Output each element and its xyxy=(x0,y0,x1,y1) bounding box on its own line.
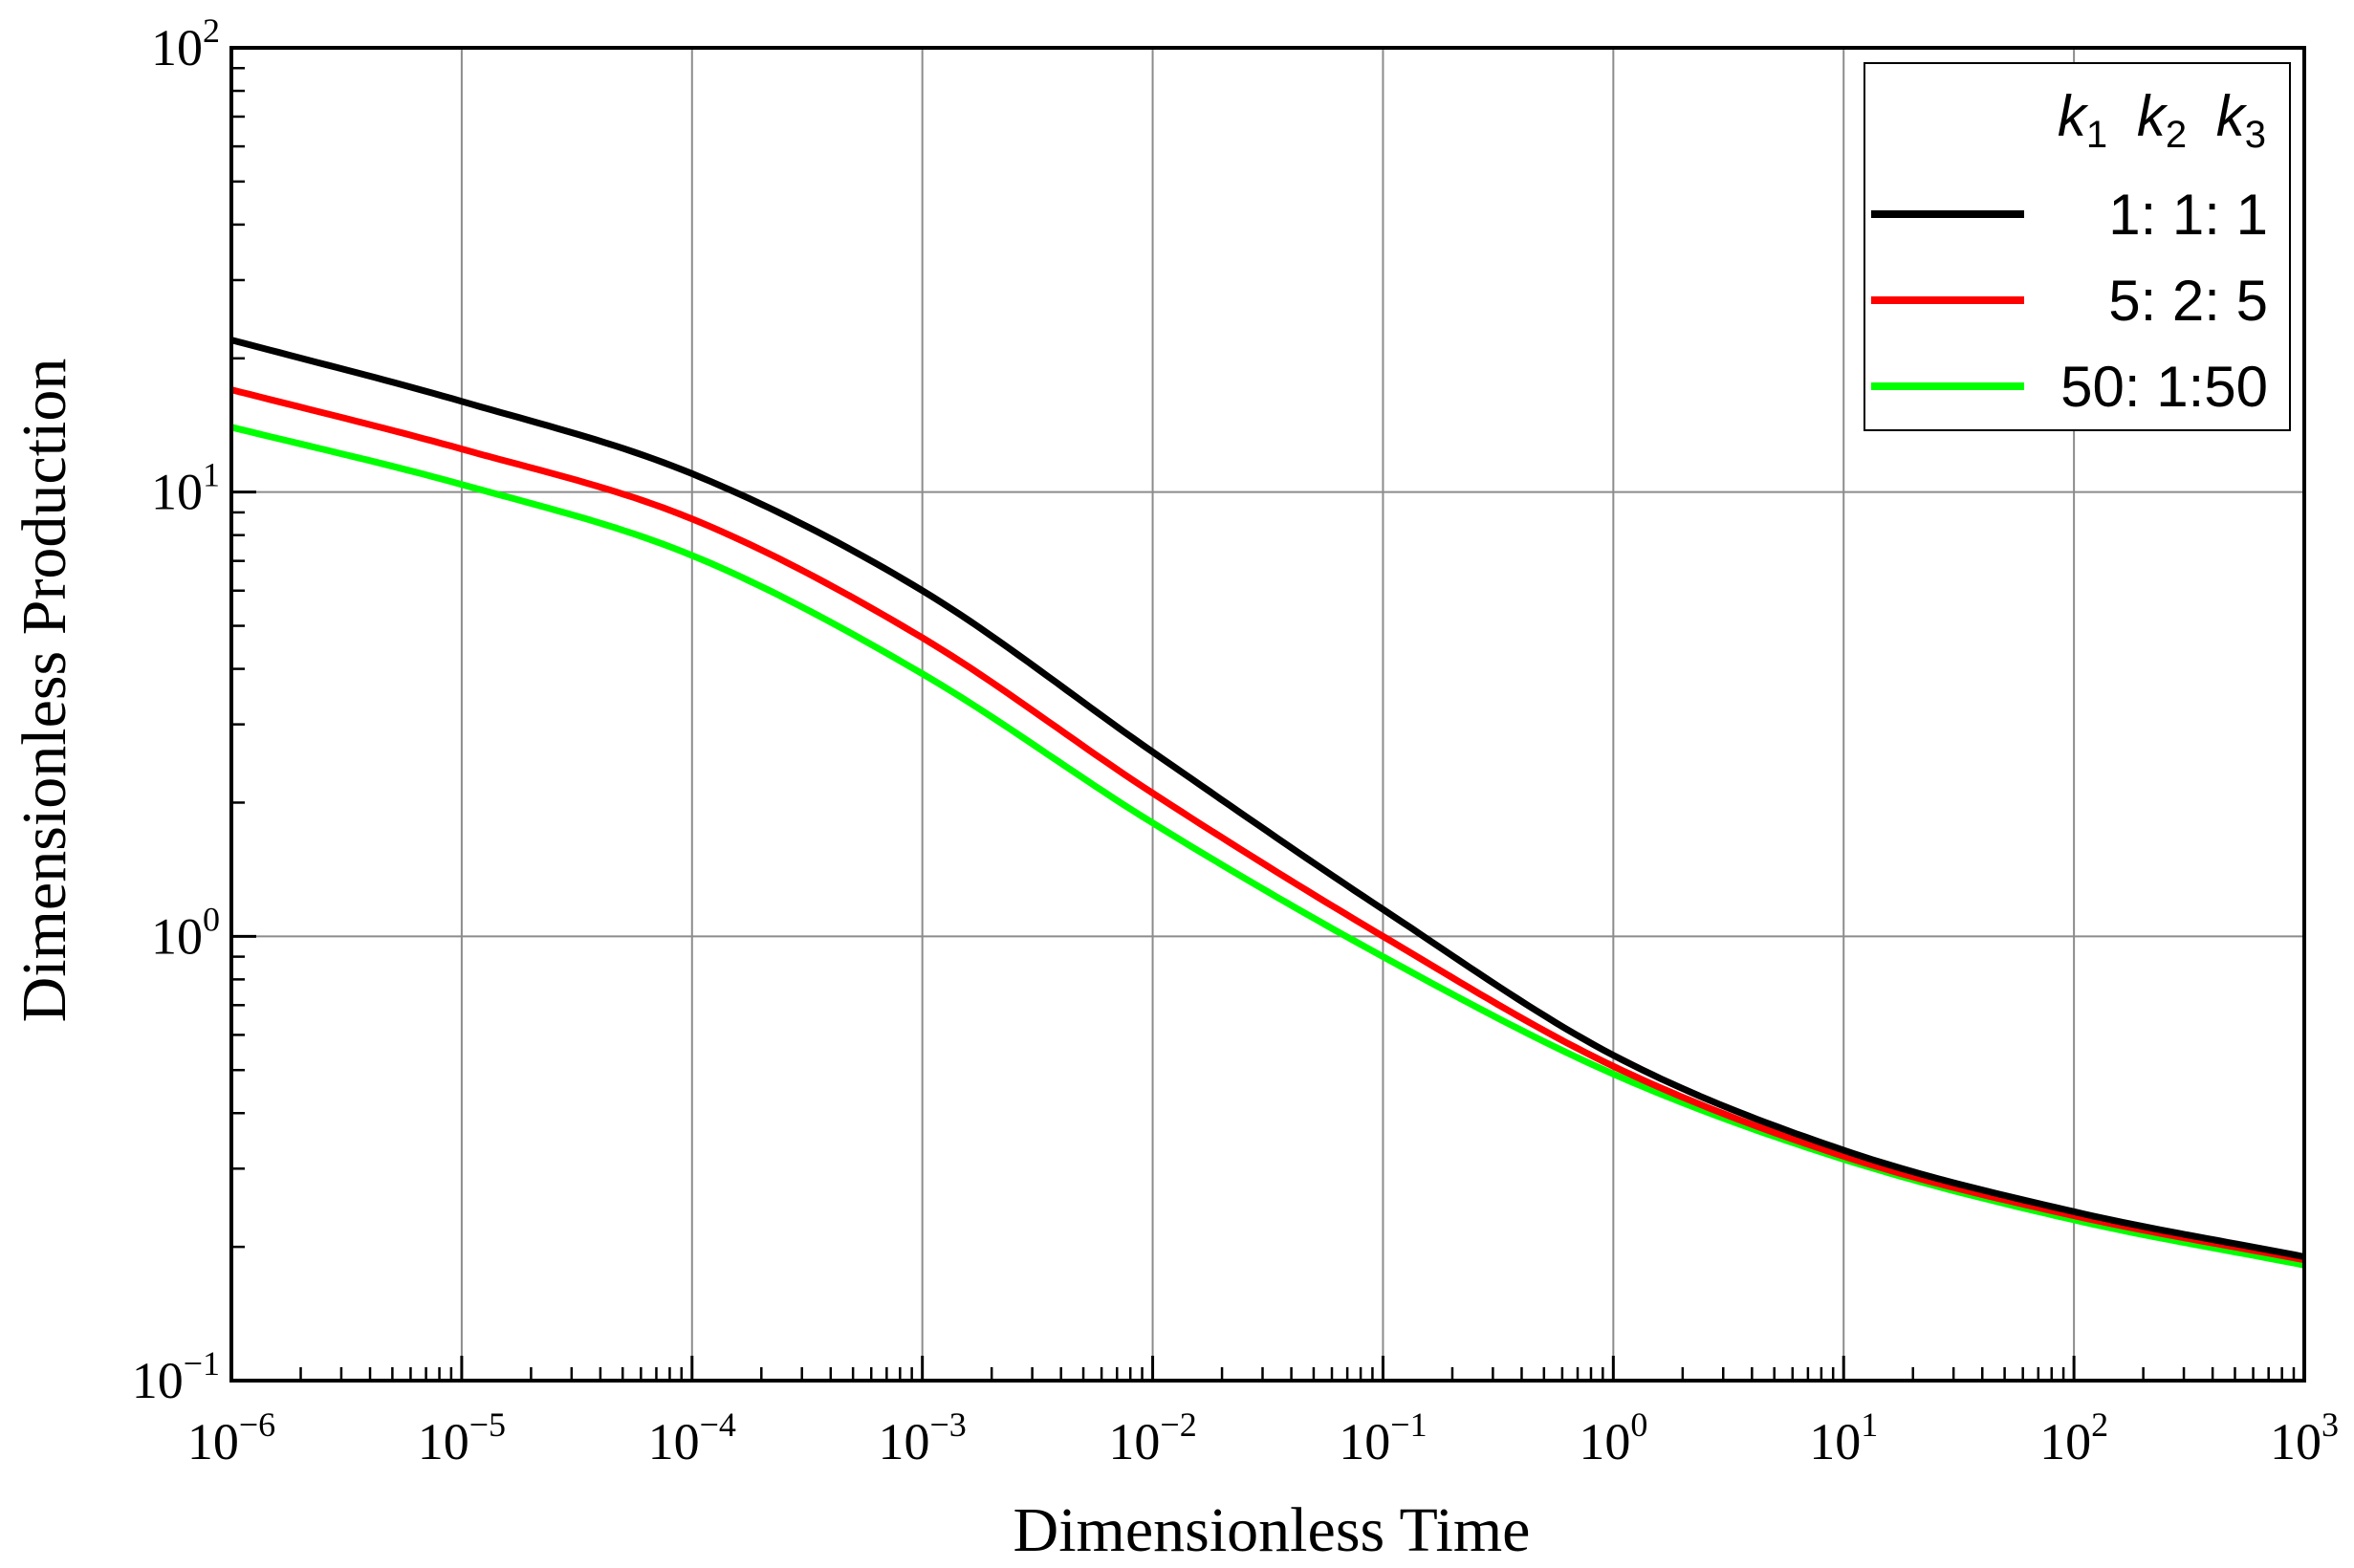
y-tick-exponent: 2 xyxy=(203,11,220,50)
x-tick-label: 10−6 xyxy=(187,1405,275,1470)
series-lines xyxy=(230,337,2305,1269)
x-tick-base: 10 xyxy=(1108,1413,1160,1470)
legend: k1 k2 k3 1: 1: 15: 2: 550: 1:50 xyxy=(1864,62,2291,431)
y-tick-label: 102 xyxy=(151,11,220,76)
x-tick-base: 10 xyxy=(1339,1413,1390,1470)
x-tick-base: 10 xyxy=(879,1413,930,1470)
legend-k1: k xyxy=(2058,84,2089,148)
x-tick-base: 10 xyxy=(2039,1413,2091,1470)
y-tick-base: 10 xyxy=(132,1352,184,1409)
x-tick-label: 102 xyxy=(2039,1405,2108,1470)
legend-items: 1: 1: 1 5: 2: 5 50: 1:50 xyxy=(1871,183,2268,419)
y-tick-exponent: 1 xyxy=(203,456,220,494)
y-tick-label: 101 xyxy=(151,456,220,521)
x-tick-exponent: −3 xyxy=(930,1405,967,1444)
x-tick-base: 10 xyxy=(418,1413,469,1470)
legend-title: k1 k2 k3 xyxy=(2058,84,2266,160)
x-tick-label: 10−4 xyxy=(648,1405,736,1470)
x-tick-label: 103 xyxy=(2270,1405,2339,1470)
x-tick-exponent: −1 xyxy=(1390,1405,1427,1444)
legend-label-2: 5: 2: 5 xyxy=(2108,269,2268,333)
legend-label-3: 50: 1:50 xyxy=(2060,355,2268,419)
legend-k3: k xyxy=(2216,84,2248,148)
y-tick-base: 10 xyxy=(151,19,203,76)
y-tick-label: 100 xyxy=(151,900,220,965)
x-tick-base: 10 xyxy=(648,1413,700,1470)
x-tick-labels: 10−6 10−5 10−4 10−3 10−2 10−1 100 101 102 103 xyxy=(187,1405,2339,1470)
plot-frame xyxy=(229,46,2306,1383)
x-tick-exponent: −4 xyxy=(700,1405,736,1444)
y-tick-label: 10−1 xyxy=(132,1344,220,1409)
legend-box xyxy=(1864,62,2291,431)
legend-k2: k xyxy=(2137,84,2169,148)
x-tick-exponent: 2 xyxy=(2091,1405,2108,1444)
x-tick-exponent: −5 xyxy=(469,1405,506,1444)
x-tick-exponent: 1 xyxy=(1861,1405,1878,1444)
y-tick-base: 10 xyxy=(151,907,203,965)
legend-label-1: 1: 1: 1 xyxy=(2108,183,2268,247)
y-axis-title: Dimensionless Production xyxy=(10,359,79,1023)
y-tick-base: 10 xyxy=(151,464,203,521)
y-tick-exponent: −1 xyxy=(184,1344,220,1383)
x-tick-label: 10−1 xyxy=(1339,1405,1427,1470)
x-tick-exponent: 3 xyxy=(2321,1405,2339,1444)
x-tick-label: 10−3 xyxy=(879,1405,967,1470)
x-tick-exponent: −6 xyxy=(239,1405,275,1444)
legend-k1-sub: 1 xyxy=(2086,114,2107,156)
x-tick-base: 10 xyxy=(1809,1413,1861,1470)
axis-ticks xyxy=(229,46,2306,1383)
x-axis-title: Dimensionless Time xyxy=(1014,1495,1531,1565)
legend-k3-sub: 3 xyxy=(2245,114,2266,156)
x-tick-base: 10 xyxy=(1579,1413,1630,1470)
x-tick-label: 10−2 xyxy=(1108,1405,1196,1470)
x-tick-label: 100 xyxy=(1579,1405,1647,1470)
x-tick-label: 10−5 xyxy=(418,1405,506,1470)
x-tick-exponent: −2 xyxy=(1160,1405,1196,1444)
series-line-1 xyxy=(230,337,2305,1260)
x-tick-base: 10 xyxy=(2270,1413,2321,1470)
y-tick-exponent: 0 xyxy=(203,900,220,938)
series-line-3 xyxy=(230,424,2305,1269)
series-line-2 xyxy=(230,386,2305,1264)
x-tick-exponent: 0 xyxy=(1630,1405,1647,1444)
x-tick-label: 101 xyxy=(1809,1405,1878,1470)
legend-k2-sub: 2 xyxy=(2166,114,2187,156)
grid xyxy=(231,48,2304,1381)
x-tick-base: 10 xyxy=(187,1413,239,1470)
